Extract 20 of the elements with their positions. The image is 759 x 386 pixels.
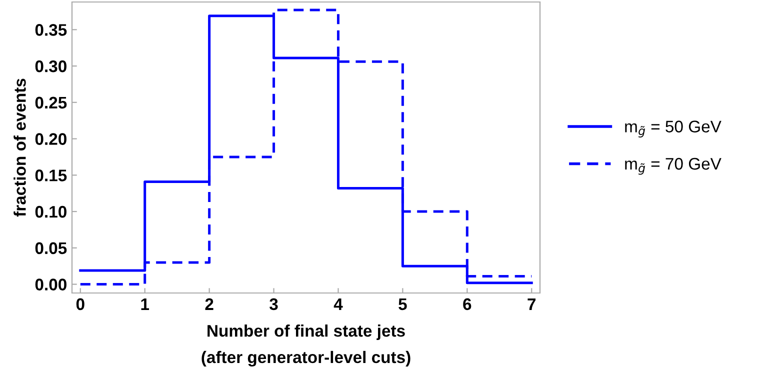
x-tick-label: 4	[334, 298, 343, 310]
x-axis-title: Number of final state jets (after generator-level cuts)	[202, 324, 410, 367]
y-tick-label: 0.15	[35, 170, 67, 182]
y-tick-label: 0.25	[35, 96, 67, 109]
y-tick-label: 0.10	[35, 206, 66, 218]
y-tick-label: 0.35	[35, 24, 67, 36]
y-tick-label: 0.00	[35, 278, 66, 290]
x-tick-label: 0	[76, 298, 84, 310]
y-axis-title: fraction of events	[14, 78, 26, 217]
legend-label: m$_{g̃}$ = 70 GeV	[625, 158, 722, 175]
x-tick-label: 1	[141, 298, 150, 310]
legend-label: m$_{g̃}$ = 50 GeV	[625, 120, 722, 138]
x-tick-label: 2	[205, 298, 214, 310]
y-tick-label: 0.05	[35, 242, 67, 254]
x-tick-label: 3	[270, 298, 278, 310]
x-tick-label: 6	[463, 298, 472, 310]
y-tick-label: 0.20	[35, 133, 66, 145]
x-tick-label: 5	[398, 298, 407, 310]
x-tick-label: 7	[528, 298, 536, 310]
y-tick-label: 0.30	[35, 60, 66, 72]
